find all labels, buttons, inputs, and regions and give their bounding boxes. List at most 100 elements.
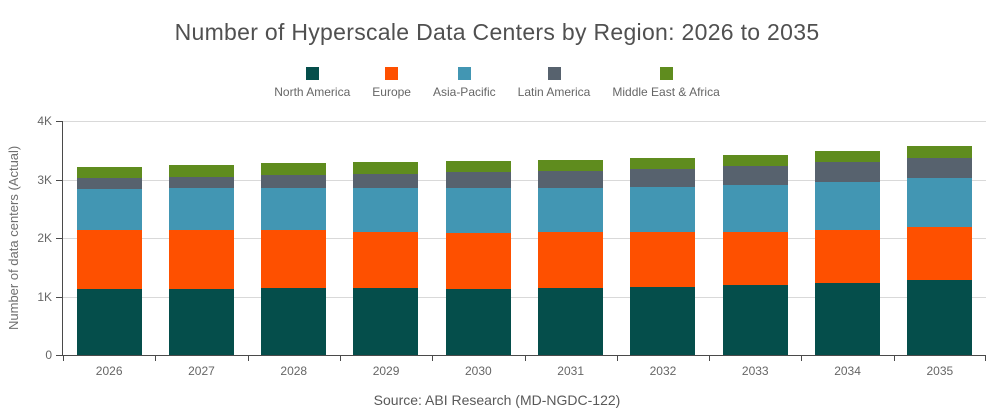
x-tick-mark (524, 355, 526, 361)
bar-2026 (76, 121, 142, 355)
gridline-1K (63, 296, 986, 298)
bar-2034 (814, 121, 880, 355)
bar-segment-2034-europe[interactable] (814, 229, 880, 284)
legend-item-label: North America (274, 85, 351, 99)
bar-segment-2035-europe[interactable] (907, 226, 973, 281)
x-axis-label-2030: 2030 (464, 364, 492, 378)
bar-segment-2034-middle-east-africa[interactable] (814, 150, 880, 162)
x-axis-label-2027: 2027 (188, 364, 215, 378)
bar-segment-2026-latin-america[interactable] (76, 178, 142, 190)
bar-segment-2027-latin-america[interactable] (168, 176, 234, 189)
x-axis-label-2028: 2028 (280, 364, 308, 378)
plot-area: 0 1K 2K 3K 4K 2026 2027 2028 2029 2030 2031 2032 203… (37, 114, 986, 378)
x-tick-mark (155, 355, 157, 361)
legend-item-1[interactable]: Europe (372, 67, 411, 99)
legend-item-label: Asia-Pacific (432, 85, 496, 99)
x-tick-mark (339, 355, 341, 361)
x-axis-label-2032: 2032 (649, 364, 677, 378)
bar-2032 (630, 121, 696, 355)
legend-item-3[interactable]: Latin America (517, 67, 591, 99)
legend-swatch-icon (547, 67, 561, 80)
bar-segment-2029-europe[interactable] (353, 231, 419, 289)
bar-segment-2034-asia-pacific[interactable] (814, 181, 880, 230)
bar-segment-2033-north-america[interactable] (722, 284, 788, 355)
bar-segment-2029-middle-east-africa[interactable] (353, 161, 419, 174)
legend-item-4[interactable]: Middle East & Africa (612, 67, 720, 99)
bar-segment-2030-europe[interactable] (445, 232, 511, 289)
bar-segment-2031-asia-pacific[interactable] (538, 187, 603, 233)
bar-segment-2028-latin-america[interactable] (261, 175, 327, 188)
bar-segment-2030-latin-america[interactable] (445, 171, 511, 188)
bar-segment-2029-latin-america[interactable] (353, 173, 419, 188)
bar-segment-2027-middle-east-africa[interactable] (168, 164, 234, 177)
bar-segment-2034-north-america[interactable] (814, 283, 880, 355)
bar-segment-2030-middle-east-africa[interactable] (445, 161, 511, 172)
legend-swatch-icon (659, 67, 673, 80)
bar-segment-2035-middle-east-africa[interactable] (907, 145, 973, 159)
bar-segment-2031-middle-east-africa[interactable] (538, 160, 603, 171)
bar-segment-2030-asia-pacific[interactable] (445, 187, 511, 233)
bar-2029 (353, 121, 419, 355)
y-tick-mark (56, 121, 62, 122)
bar-segment-2030-north-america[interactable] (445, 288, 511, 355)
x-tick-mark (709, 355, 711, 361)
bar-segment-2034-latin-america[interactable] (814, 161, 880, 182)
legend-swatch-icon (305, 67, 319, 80)
legend-item-label: Middle East & Africa (612, 85, 720, 99)
y-tick-mark (56, 296, 62, 298)
y-tick-label: 2K (37, 231, 52, 245)
bar-segment-2031-europe[interactable] (538, 232, 603, 288)
bar-segment-2032-latin-america[interactable] (630, 168, 696, 187)
bar-segment-2029-asia-pacific[interactable] (353, 187, 419, 232)
bar-segment-2033-europe[interactable] (722, 231, 788, 285)
bar-2031 (538, 121, 603, 355)
bar-2027 (168, 121, 234, 355)
gridline-3K (63, 179, 986, 181)
legend-item-0[interactable]: North America (274, 67, 350, 99)
legend-swatch-icon (457, 67, 471, 80)
x-axis-label-2031: 2031 (557, 364, 584, 378)
bar-2028 (261, 121, 327, 355)
bar-segment-2027-asia-pacific[interactable] (168, 188, 234, 230)
bar-segment-2033-asia-pacific[interactable] (722, 184, 788, 232)
y-tick-label: 1K (37, 289, 52, 304)
bar-segment-2033-latin-america[interactable] (722, 166, 788, 185)
bar-segment-2032-asia-pacific[interactable] (630, 186, 696, 233)
bar-segment-2026-asia-pacific[interactable] (76, 189, 142, 230)
source-note: Source: ABI Research (MD-NGDC-122) (373, 392, 621, 408)
bar-segment-2035-latin-america[interactable] (907, 158, 973, 178)
bar-segment-2032-north-america[interactable] (630, 287, 696, 355)
bar-segment-2032-europe[interactable] (630, 232, 696, 288)
bar-segment-2033-middle-east-africa[interactable] (722, 154, 788, 167)
legend-item-label: Europe (372, 85, 411, 99)
x-axis-label-2029: 2029 (372, 364, 400, 378)
bar-segment-2026-europe[interactable] (76, 229, 142, 290)
y-tick-mark (56, 355, 62, 356)
bar-segment-2031-latin-america[interactable] (538, 170, 603, 188)
bar-segment-2026-middle-east-africa[interactable] (76, 166, 142, 179)
legend-item-2[interactable]: Asia-Pacific (433, 67, 496, 99)
bar-segment-2027-europe[interactable] (168, 229, 234, 289)
legend-swatch-icon (385, 67, 399, 80)
x-axis-label-2035: 2035 (926, 364, 954, 378)
bar-segment-2035-asia-pacific[interactable] (907, 177, 973, 227)
legend-item-label: Latin America (517, 85, 591, 99)
bar-segment-2035-north-america[interactable] (907, 280, 973, 355)
x-tick-mark (616, 355, 618, 361)
bar-2035 (907, 121, 973, 355)
bar-segment-2032-middle-east-africa[interactable] (630, 158, 696, 169)
x-tick-mark (63, 355, 64, 361)
bar-segment-2028-asia-pacific[interactable] (261, 187, 327, 231)
bar-segment-2026-north-america[interactable] (76, 289, 142, 355)
x-axis-label-2033: 2033 (741, 364, 769, 378)
bar-segment-2029-north-america[interactable] (353, 288, 419, 355)
bar-segment-2028-north-america[interactable] (261, 288, 327, 355)
bar-segment-2031-north-america[interactable] (538, 287, 603, 355)
bar-segment-2028-middle-east-africa[interactable] (261, 163, 327, 176)
x-tick-mark (247, 355, 249, 361)
bar-segment-2027-north-america[interactable] (168, 288, 234, 355)
bar-segment-2028-europe[interactable] (261, 230, 327, 289)
x-axis-label-2026: 2026 (95, 364, 123, 378)
y-tick-label: 4K (37, 114, 52, 128)
y-tick-mark (56, 179, 62, 181)
